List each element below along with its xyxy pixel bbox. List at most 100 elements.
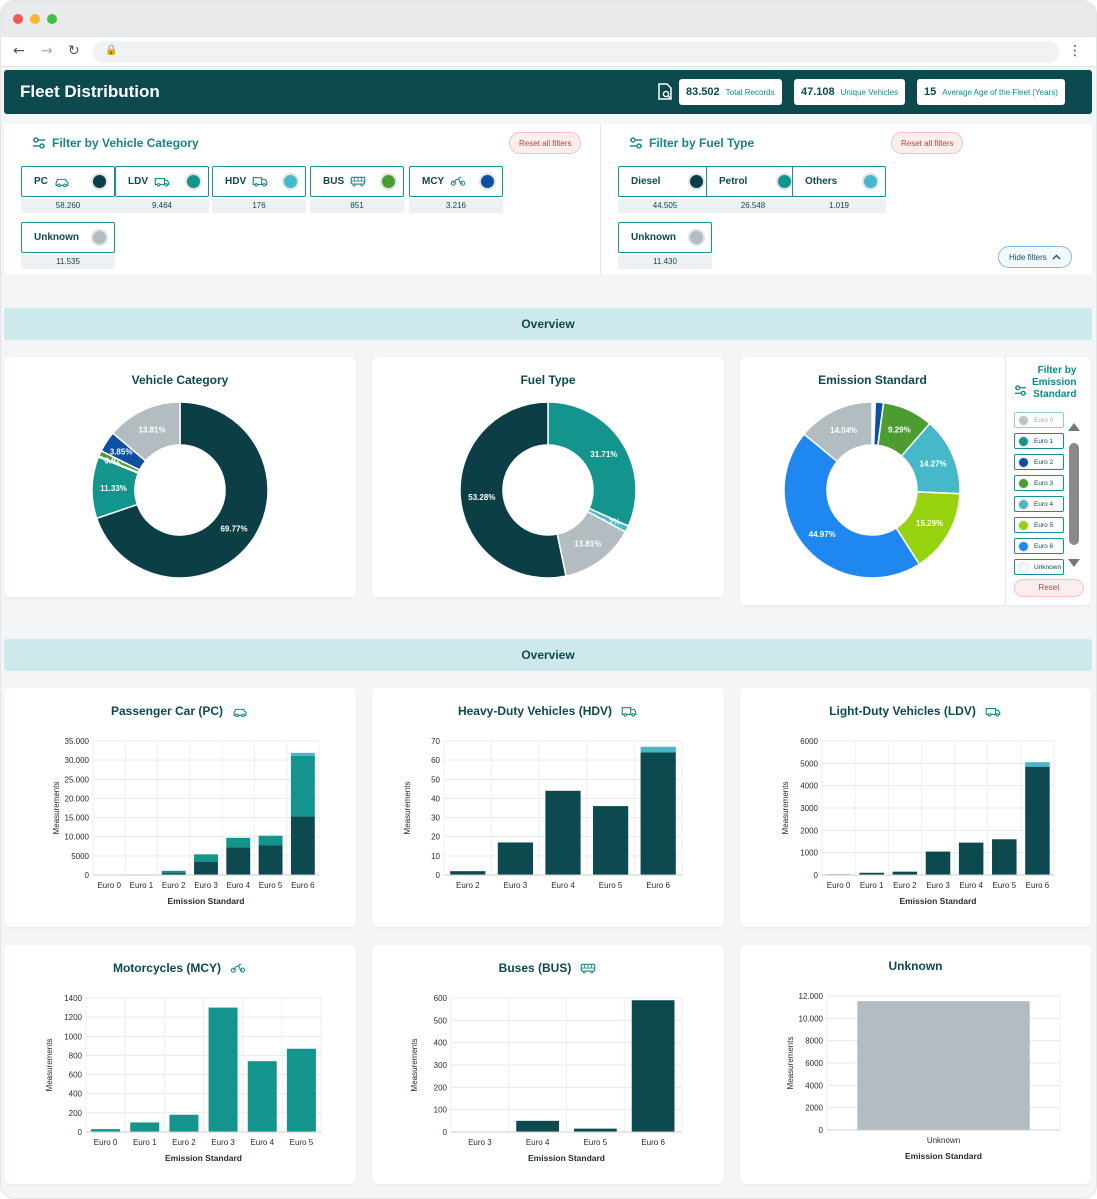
- filter-count: 26.548: [706, 199, 800, 213]
- bar-euro-4-s1[interactable]: [226, 837, 251, 848]
- emission-filter-euro-1[interactable]: Euro 1: [1014, 433, 1064, 449]
- fuel-filter-button-unknown[interactable]: Unknown: [618, 222, 712, 253]
- bar-euro-3-s0[interactable]: [208, 1007, 238, 1132]
- x-tick-label: Euro 4: [959, 881, 983, 890]
- address-input[interactable]: [93, 41, 1059, 63]
- emission-filter-euro-0[interactable]: Euro 0: [1014, 412, 1064, 428]
- scroll-down-arrow[interactable]: [1068, 559, 1080, 567]
- donut-slice-3[interactable]: [459, 401, 567, 579]
- bar-euro-3-s0[interactable]: [497, 842, 534, 875]
- vehicle-filter-button-ldv[interactable]: LDV: [115, 166, 209, 197]
- bar-euro-5-s2[interactable]: [258, 835, 283, 837]
- bar-euro-6-s2[interactable]: [290, 752, 315, 756]
- donut-slice-0[interactable]: [547, 401, 637, 528]
- y-tick-label: 10: [431, 852, 440, 861]
- fuel-filter-button-petrol[interactable]: Petrol: [706, 166, 800, 197]
- y-axis-label: Measurements: [403, 782, 412, 835]
- bar-euro-3-s0[interactable]: [925, 851, 951, 875]
- bar-euro-2-s0[interactable]: [169, 1114, 199, 1132]
- bar-euro-5-s0[interactable]: [592, 806, 629, 875]
- color-swatch: [1018, 498, 1029, 510]
- reset-emission-filter-button[interactable]: Reset: [1014, 579, 1084, 597]
- bar-euro-3-s0[interactable]: [194, 861, 218, 875]
- fuel-filter-unknown: Unknown 11.430: [618, 222, 712, 269]
- donut-slice-0[interactable]: [95, 401, 269, 579]
- bar-euro-2-s0[interactable]: [450, 871, 486, 875]
- bar-euro-6-s1[interactable]: [290, 755, 315, 817]
- reset-fuel-filters-button[interactable]: Reset all filters: [891, 132, 964, 154]
- donut-slice-6[interactable]: [783, 433, 921, 579]
- bar-euro-3-s1[interactable]: [194, 854, 218, 862]
- x-tick-label: Euro 4: [226, 881, 250, 890]
- vehicle-filter-button-unknown[interactable]: Unknown: [21, 222, 115, 253]
- emission-filter-panel: Filter by Emission Standard Euro 0 Euro 1…: [1005, 357, 1091, 605]
- bar-euro-1-s0[interactable]: [130, 1122, 160, 1132]
- bar-euro-4-s0[interactable]: [247, 1061, 277, 1132]
- filter-label: HDV: [225, 176, 247, 187]
- color-swatch: [91, 173, 108, 190]
- bar-euro-6-s1[interactable]: [1025, 762, 1050, 767]
- bar-unknown-s0[interactable]: [857, 1001, 1030, 1130]
- x-tick-label: Euro 3: [468, 1138, 492, 1147]
- bar-euro-2-s1[interactable]: [161, 870, 186, 874]
- maximize-window-button[interactable]: [47, 14, 57, 24]
- emission-filter-euro-3[interactable]: Euro 3: [1014, 475, 1064, 491]
- fuel-filter-button-others[interactable]: Others: [792, 166, 886, 197]
- bar-euro-6-s0[interactable]: [631, 1000, 675, 1132]
- filter-label: MCY: [422, 176, 445, 187]
- bar-euro-4-s0[interactable]: [516, 1120, 559, 1132]
- emission-filter-euro-4[interactable]: Euro 4: [1014, 496, 1064, 512]
- minimize-window-button[interactable]: [30, 14, 40, 24]
- overview-section-header: Overview: [4, 308, 1092, 340]
- bar-euro-5-s1[interactable]: [258, 835, 283, 846]
- emission-filter-unknown[interactable]: Unknown: [1014, 559, 1064, 575]
- y-tick-label: 6000: [800, 737, 818, 746]
- fuel-filter-button-diesel[interactable]: Diesel: [618, 166, 712, 197]
- legend-scrollbar[interactable]: [1069, 443, 1079, 545]
- bar-euro-6-s0[interactable]: [1025, 766, 1050, 875]
- emission-filter-euro-5[interactable]: Euro 5: [1014, 517, 1064, 533]
- bar-euro-6-s0[interactable]: [640, 752, 676, 875]
- donut-slice-5[interactable]: [111, 401, 181, 462]
- bar-euro-5-s0[interactable]: [992, 839, 1017, 875]
- vehicle-filter-button-mcy[interactable]: MCY: [409, 166, 503, 197]
- bar-euro-4-s0[interactable]: [226, 847, 251, 875]
- back-arrow-icon[interactable]: ←: [13, 43, 25, 59]
- vehicle-filter-button-pc[interactable]: PC: [21, 166, 115, 197]
- y-tick-label: 4000: [805, 1081, 823, 1090]
- scroll-up-arrow[interactable]: [1068, 423, 1080, 431]
- van-icon: [985, 707, 1001, 717]
- vehicle-filter-button-hdv[interactable]: HDV: [212, 166, 306, 197]
- hide-filters-button[interactable]: Hide filters: [998, 246, 1072, 268]
- bar-euro-6-s0[interactable]: [290, 816, 315, 875]
- slice-label: 1.2%: [602, 517, 620, 526]
- bar-euro-4-s0[interactable]: [958, 842, 984, 875]
- unknown-chart-card: Unknown 0 2000 4000 6000 8000 10.000 12.000 Unk…: [740, 945, 1091, 1184]
- bar-euro-5-s0[interactable]: [574, 1128, 617, 1132]
- vehicle-filter-button-bus[interactable]: BUS: [310, 166, 404, 197]
- bar-euro-6-s1[interactable]: [640, 746, 676, 753]
- bar-euro-0-s0[interactable]: [91, 1129, 121, 1132]
- bar-euro-5-s0[interactable]: [286, 1048, 316, 1132]
- reset-vehicle-filters-button[interactable]: Reset all filters: [509, 132, 582, 154]
- truck-icon: [621, 706, 637, 717]
- bar-euro-4-s0[interactable]: [545, 790, 581, 875]
- slice-label: 9.29%: [888, 425, 911, 434]
- x-tick-label: Euro 3: [194, 881, 218, 890]
- x-tick-label: Euro 2: [162, 881, 186, 890]
- emission-filter-euro-6[interactable]: Euro 6: [1014, 538, 1064, 554]
- y-axis-label: Measurements: [781, 782, 790, 835]
- bar-euro-5-s0[interactable]: [258, 845, 283, 875]
- slice-label: 13.81%: [138, 426, 165, 435]
- browser-menu-icon[interactable]: ⋮: [1068, 43, 1082, 59]
- reload-icon[interactable]: ↻: [68, 43, 80, 59]
- bar-euro-2-s0[interactable]: [161, 873, 186, 875]
- bar-euro-1-s0[interactable]: [859, 872, 884, 875]
- donut-slice-7[interactable]: [802, 401, 873, 463]
- fuel-filter-heading: Filter by Fuel Type: [629, 136, 754, 150]
- bar-euro-2-s0[interactable]: [892, 871, 918, 875]
- x-axis-label: Emission Standard: [528, 1153, 605, 1163]
- close-window-button[interactable]: [13, 14, 23, 24]
- forward-arrow-icon[interactable]: →: [41, 43, 53, 59]
- emission-filter-euro-2[interactable]: Euro 2: [1014, 454, 1064, 470]
